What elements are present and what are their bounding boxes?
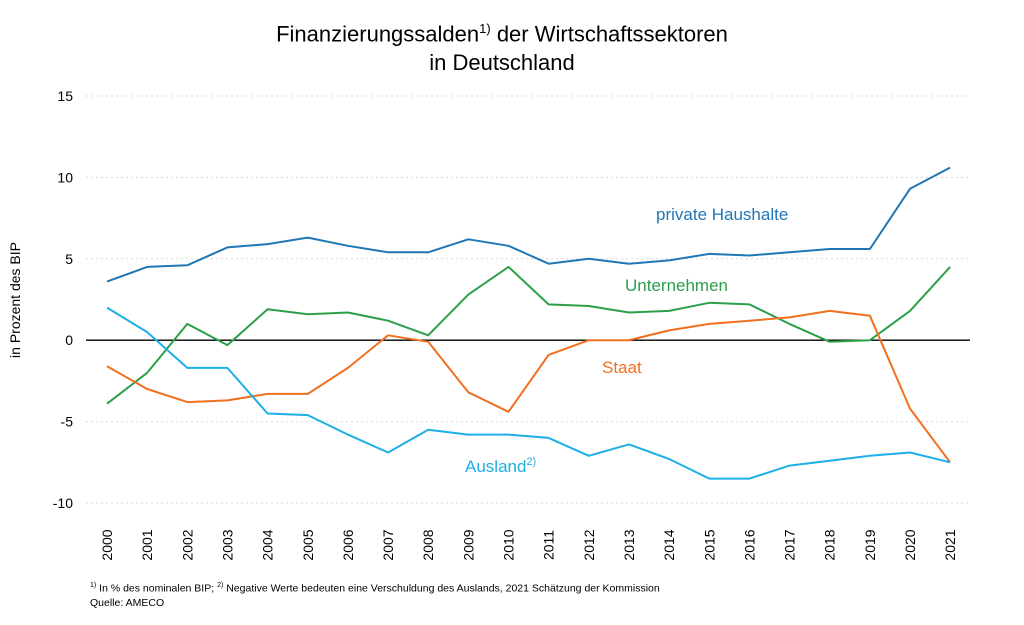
x-tick-label: 2016: [741, 529, 757, 560]
x-tick-label: 2000: [99, 529, 115, 560]
chart-title: Finanzierungssalden1) der Wirtschaftssek…: [0, 14, 1004, 77]
y-tick-label: 5: [65, 251, 73, 267]
footnote-marker-1: 1): [90, 582, 97, 589]
x-tick-label: 2001: [139, 529, 155, 560]
x-tick-label: 2003: [219, 529, 235, 560]
x-tick-label: 2015: [701, 529, 717, 560]
x-tick-label: 2012: [581, 529, 597, 560]
x-tick-label: 2021: [942, 529, 958, 560]
x-tick-label: 2013: [621, 529, 637, 560]
title-text: Finanzierungssalden: [276, 21, 480, 47]
y-tick-label: 0: [65, 332, 73, 348]
y-tick-label: 15: [57, 88, 73, 104]
series-label: Unternehmen: [625, 276, 728, 295]
x-axis-ticks: 2000 2001 2002 2003 2004 2005 2006 2007 2008 2009…: [99, 529, 958, 560]
series-line: [106, 265, 951, 405]
x-tick-label: 2009: [460, 529, 476, 560]
x-tick-label: 2011: [541, 530, 557, 560]
title-text-rest: der Wirtschaftssektoren: [490, 21, 728, 47]
series-line: [106, 306, 951, 480]
source-text: Quelle: AMECO: [90, 596, 165, 609]
gridlines: [86, 95, 970, 504]
y-tick-label: -10: [53, 495, 73, 511]
y-tick-label: -5: [61, 414, 74, 430]
series-labels: private Haushalte Unternehmen Staat Ausland…: [465, 205, 788, 476]
series-line: [106, 309, 951, 463]
series-line: [106, 166, 951, 283]
x-tick-label: 2018: [822, 529, 838, 560]
x-tick-label: 2004: [260, 529, 276, 560]
footnote: 1) In % des nominalen BIP; 2) Negative W…: [90, 579, 660, 610]
footnote-text-1: In % des nominalen BIP;: [96, 582, 218, 595]
series-label: Ausland2): [465, 456, 536, 476]
y-axis-label: in Prozent des BIP: [7, 242, 23, 358]
y-axis-ticks: 15 10 5 0 -5 -10: [53, 88, 73, 511]
x-tick-label: 2010: [501, 529, 517, 560]
series-label-footnote-marker: 2): [526, 456, 536, 468]
series-label: private Haushalte: [656, 205, 788, 224]
footnote-text-2: Negative Werte bedeuten eine Verschuldun…: [223, 582, 660, 595]
title-footnote-marker: 1): [479, 21, 491, 36]
x-tick-label: 2006: [340, 529, 356, 560]
x-tick-label: 2014: [661, 529, 677, 560]
y-tick-label: 10: [57, 169, 73, 185]
footnote-text: 1) In % des nominalen BIP; 2) Negative W…: [90, 579, 660, 596]
x-tick-label: 2008: [420, 529, 436, 560]
x-tick-label: 2002: [179, 529, 195, 560]
x-tick-label: 2017: [782, 529, 798, 560]
x-tick-label: 2020: [902, 529, 918, 560]
x-tick-label: 2005: [300, 529, 316, 560]
x-tick-label: 2007: [380, 529, 396, 560]
series-label: Staat: [602, 358, 642, 377]
x-tick-label: 2019: [862, 529, 878, 560]
footnote-marker-2: 2): [217, 582, 224, 589]
title-line-2: in Deutschland: [429, 50, 575, 76]
series-lines: [106, 166, 951, 480]
